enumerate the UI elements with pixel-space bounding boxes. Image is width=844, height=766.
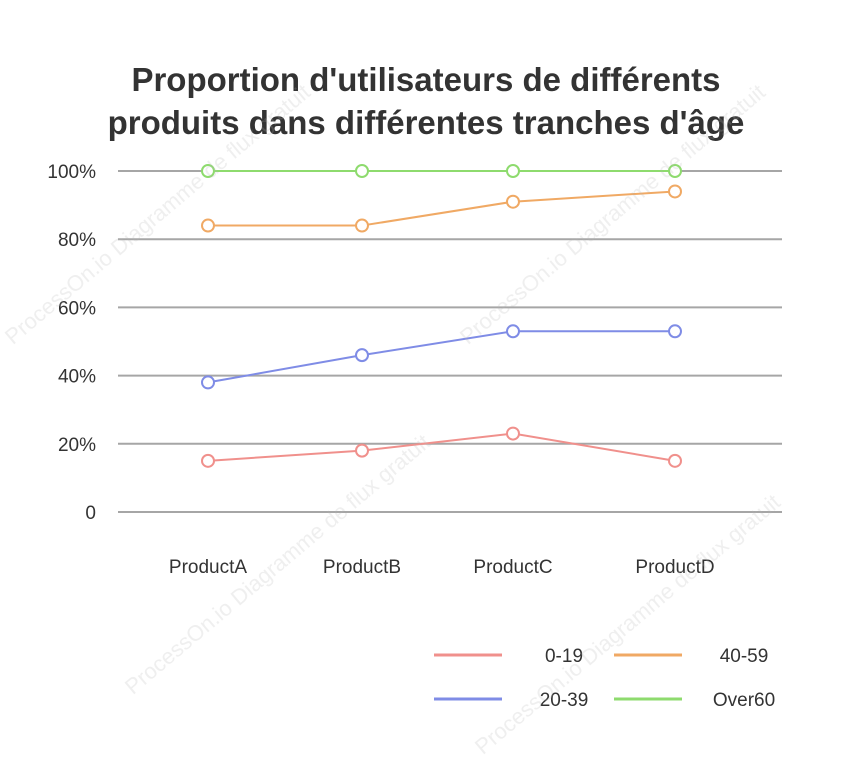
chart-title-line-2: produits dans différentes tranches d'âge bbox=[107, 104, 745, 141]
data-point bbox=[201, 164, 215, 178]
y-tick-label: 80% bbox=[58, 230, 96, 251]
x-tick-label: ProductB bbox=[323, 557, 401, 578]
data-point bbox=[506, 164, 520, 178]
y-tick-label: 20% bbox=[58, 435, 96, 456]
data-point bbox=[355, 348, 369, 363]
x-tick-label: ProductC bbox=[473, 557, 552, 578]
data-point bbox=[668, 324, 682, 339]
legend-label: 20-39 bbox=[540, 690, 589, 711]
chart-title-line-1: Proportion d'utilisateurs de différents bbox=[131, 61, 721, 98]
data-point bbox=[201, 218, 215, 233]
data-point bbox=[201, 375, 215, 390]
data-point bbox=[355, 218, 369, 233]
legend-label: Over60 bbox=[713, 690, 775, 711]
legend-label: 40-59 bbox=[720, 646, 769, 667]
data-point bbox=[355, 443, 369, 458]
x-tick-label: ProductA bbox=[169, 557, 247, 578]
series-line bbox=[208, 190, 676, 227]
data-point bbox=[201, 453, 215, 468]
data-point bbox=[355, 164, 369, 178]
series-line bbox=[207, 432, 676, 462]
x-tick-label: ProductD bbox=[635, 557, 714, 578]
chart-title: Proportion d'utilisateurs de différents … bbox=[0, 58, 844, 144]
data-point bbox=[668, 184, 682, 199]
legend-label: 0-19 bbox=[545, 646, 583, 667]
data-point bbox=[506, 194, 520, 209]
data-point bbox=[506, 324, 520, 339]
y-tick-label: 0 bbox=[85, 503, 96, 524]
y-tick-label: 100% bbox=[47, 162, 96, 183]
series-line bbox=[207, 330, 675, 384]
y-tick-label: 40% bbox=[58, 367, 96, 388]
data-point bbox=[668, 164, 682, 178]
y-tick-label: 60% bbox=[58, 298, 96, 319]
data-point bbox=[506, 426, 520, 441]
data-point bbox=[668, 453, 682, 468]
